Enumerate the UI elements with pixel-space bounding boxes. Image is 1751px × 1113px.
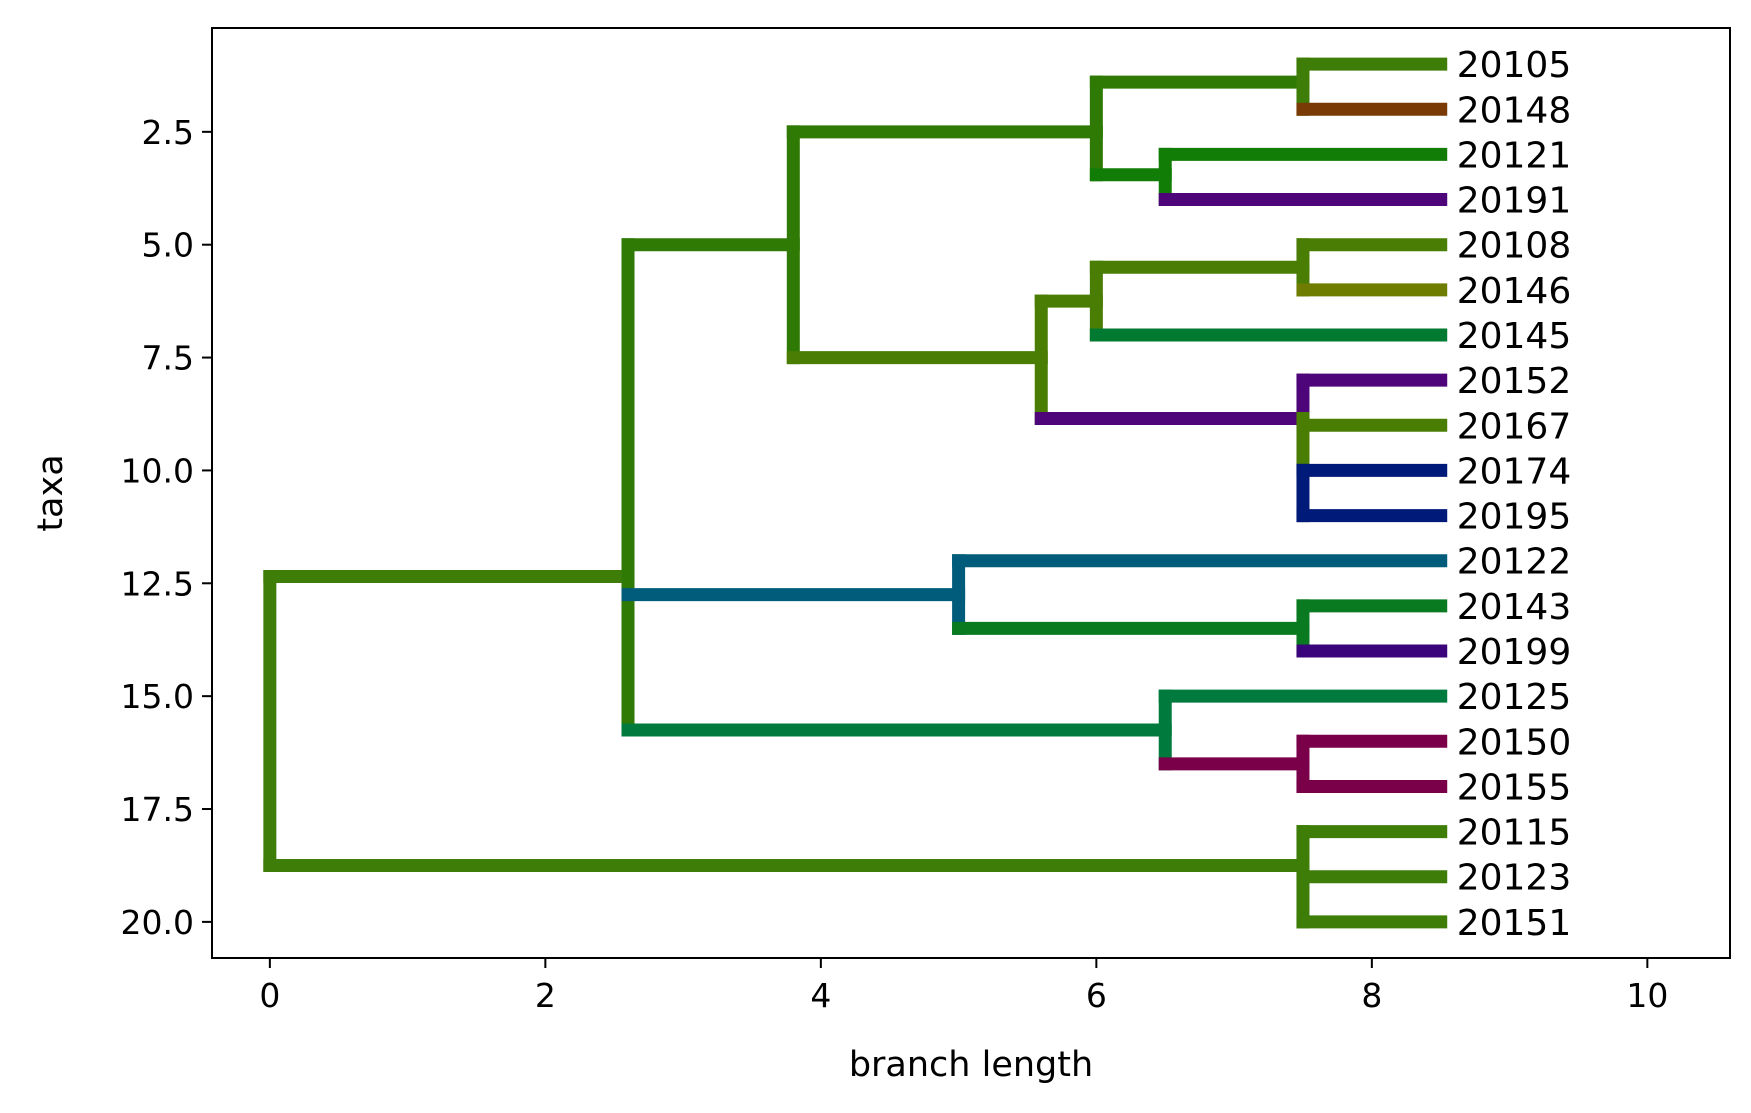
y-tick-label: 5.0	[142, 226, 194, 265]
leaf-label-20145: 20145	[1457, 316, 1572, 357]
leaf-label-20195: 20195	[1457, 497, 1572, 538]
leaf-label-20143: 20143	[1457, 587, 1572, 628]
y-tick-label: 12.5	[121, 564, 194, 603]
x-tick-label: 4	[810, 976, 831, 1015]
leaf-label-20121: 20121	[1457, 135, 1572, 176]
leaf-label-20199: 20199	[1457, 632, 1572, 673]
y-tick-label: 17.5	[121, 790, 194, 829]
leaf-label-20122: 20122	[1457, 542, 1572, 583]
leaf-label-20151: 20151	[1457, 903, 1572, 944]
leaf-label-20123: 20123	[1457, 858, 1572, 899]
leaf-label-20152: 20152	[1457, 361, 1572, 402]
x-tick-label: 6	[1086, 976, 1107, 1015]
x-tick-label: 2	[535, 976, 556, 1015]
x-tick-label: 0	[259, 976, 280, 1015]
leaf-label-20155: 20155	[1457, 767, 1572, 808]
y-tick-label: 20.0	[121, 903, 194, 942]
x-tick-label: 10	[1626, 976, 1668, 1015]
leaf-label-20148: 20148	[1457, 90, 1572, 131]
leaf-label-20105: 20105	[1457, 45, 1572, 86]
leaf-label-20191: 20191	[1457, 181, 1572, 222]
axes-frame	[211, 27, 1731, 959]
leaf-label-20150: 20150	[1457, 722, 1572, 763]
y-tick-label: 10.0	[121, 451, 194, 490]
leaf-label-20115: 20115	[1457, 813, 1572, 854]
y-axis: 2.5 5.0 7.5 10.0 12.5 15.0 17.5 20.0	[121, 113, 212, 942]
y-tick-label: 7.5	[142, 339, 194, 378]
y-tick-label: 2.5	[142, 113, 194, 152]
x-axis: 0 2 4 6 8 10	[259, 958, 1668, 1015]
x-axis-label: branch length	[849, 1045, 1093, 1085]
y-tick-label: 15.0	[121, 677, 194, 716]
leaf-label-20146: 20146	[1457, 271, 1572, 312]
x-tick-label: 8	[1361, 976, 1382, 1015]
leaf-label-20108: 20108	[1457, 226, 1572, 267]
y-axis-label: taxa	[31, 454, 71, 531]
leaf-label-20125: 20125	[1457, 677, 1572, 718]
leaf-label-20167: 20167	[1457, 406, 1572, 447]
leaf-label-20174: 20174	[1457, 451, 1572, 492]
